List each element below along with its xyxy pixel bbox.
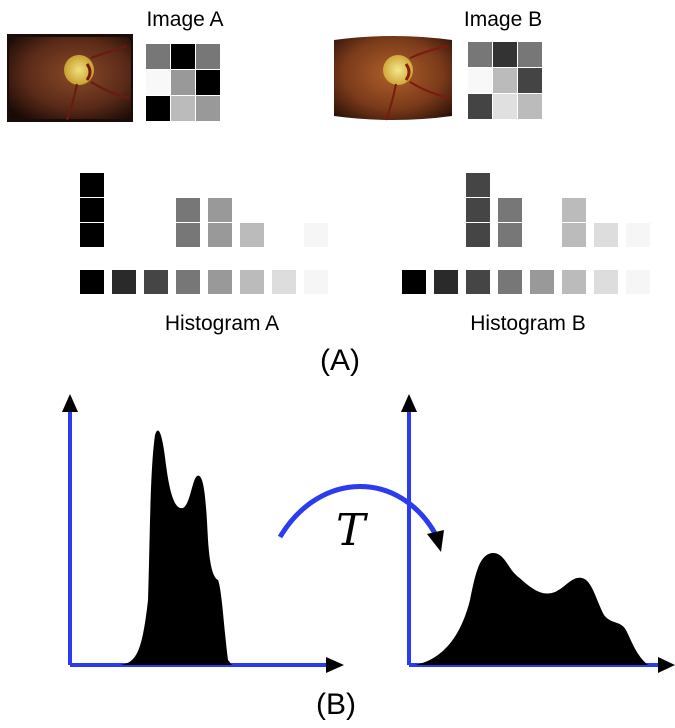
panel-b-label: (B): [296, 688, 376, 722]
equalized-histogram-curve: [415, 553, 648, 665]
left-y-arrowhead: [62, 394, 78, 412]
transform-arrowhead: [427, 530, 444, 552]
original-histogram-curve: [120, 430, 232, 665]
right-x-arrowhead: [658, 657, 675, 673]
right-y-arrowhead: [401, 394, 417, 412]
left-x-arrowhead: [326, 657, 344, 673]
transform-symbol: T: [336, 505, 365, 556]
